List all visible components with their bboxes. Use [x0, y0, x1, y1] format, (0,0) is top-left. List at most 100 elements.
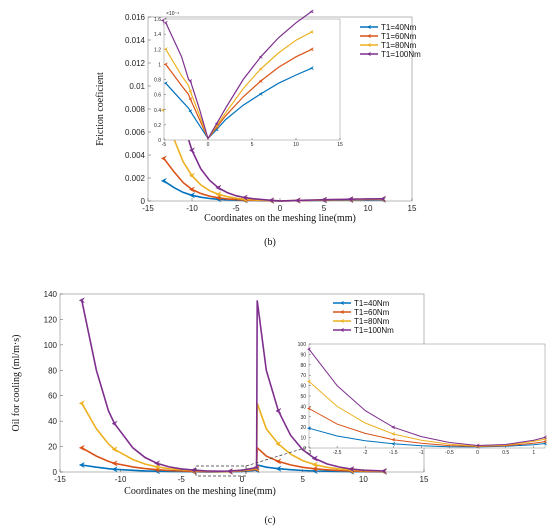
chart-b-inset-xtick-label-4: 15 — [337, 142, 343, 148]
chart-c-inset-ytick-label-9: 90 — [300, 352, 306, 358]
chart-c-xtick-label-0: -15 — [54, 475, 66, 484]
chart-b-inset-point-0-3 — [188, 109, 193, 114]
chart-b-point-3-12 — [268, 197, 274, 204]
chart-b-xtick-label-1: -10 — [186, 204, 198, 213]
chart-b-point-3-15 — [294, 197, 301, 204]
chart-c-xtick-label-1: -10 — [115, 475, 127, 484]
chart-b-ytick-label-6: 0.012 — [125, 59, 146, 68]
chart-c-ytick-label-5: 100 — [44, 341, 58, 350]
chart-b-inset-point-2-0 — [163, 47, 168, 52]
chart-c-point-3-21 — [311, 455, 318, 462]
chart-c-inset-point-2-0 — [306, 379, 311, 384]
chart-c-zoom-connector — [245, 446, 309, 467]
chart-c-point-3-15 — [253, 464, 260, 471]
chart-c-xtick-label-6: 15 — [420, 475, 429, 484]
chart-b-point-1-0 — [160, 155, 167, 162]
chart-b-inset-xtick-label-2: 5 — [251, 142, 254, 148]
chart-c-point-3-12 — [226, 468, 233, 474]
chart-b-point-3-21 — [347, 196, 354, 202]
chart-b-xtick-label-2: -5 — [232, 204, 240, 213]
chart-c-inset-xtick-label-0: -3 — [307, 450, 312, 456]
chart-b-ytick-label-2: 0.004 — [125, 151, 146, 160]
chart-c-ytick-label-3: 60 — [48, 392, 57, 401]
chart-b-ytick-label-5: 0.01 — [129, 82, 145, 91]
chart-c-inset-point-1-9 — [542, 439, 547, 444]
chart-b-xlabel: Coordinates on the meshing line(mm) — [204, 213, 356, 224]
chart-b-legend-label-1: T1=60Nm — [381, 32, 417, 41]
chart-c-point-1-3 — [111, 460, 118, 467]
chart-c-inset-xtick-label-7: 0.5 — [502, 450, 509, 456]
chart-c-inset-series-line-3 — [308, 348, 546, 447]
chart-c-point-3-26 — [380, 468, 387, 474]
chart-b-inset-ytick-label-4: 0.8 — [154, 78, 161, 84]
chart-c-legend-label-2: T1=80Nm — [354, 317, 390, 326]
chart-c-legend-marker-0 — [339, 300, 345, 306]
chart-b-inset-point-3-9 — [258, 55, 263, 59]
chart-c-legend-marker-2 — [339, 318, 345, 324]
chart-b-legend-marker-2 — [366, 42, 372, 48]
chart-c-inset-series-line-1 — [308, 408, 546, 448]
chart-b-point-3-6 — [215, 184, 222, 191]
chart-b-caption: (b) — [264, 237, 276, 248]
chart-c-xtick-label-2: -5 — [178, 475, 186, 484]
chart-b-legend-marker-1 — [366, 33, 372, 39]
chart-c-inset-xtick-label-4: -1 — [419, 450, 424, 456]
chart-b-inset-xtick-label-1: 0 — [207, 142, 210, 148]
chart-c-ytick-label-6: 120 — [44, 315, 58, 324]
chart-c-point-3-3 — [111, 420, 118, 427]
chart-b-inset-xtick-label-3: 10 — [293, 142, 299, 148]
chart-b-inset-point-3-0 — [163, 21, 168, 25]
chart-c-legend-label-1: T1=60Nm — [354, 308, 390, 317]
chart-c-inset-ytick-label-5: 50 — [300, 394, 306, 400]
chart-b-inset-point-3-12 — [309, 9, 314, 14]
chart-b-inset-point-2-3 — [188, 89, 193, 94]
chart-c-point-0-0 — [78, 462, 85, 468]
chart-c-inset-point-3-6 — [475, 443, 480, 448]
chart-b-inset-ytick-label-5: 1 — [158, 62, 161, 68]
chart-c-inset-point-1-3 — [391, 437, 396, 442]
chart-c-point-3-18 — [275, 408, 282, 414]
chart-b-point-0-3 — [188, 192, 195, 199]
chart-b-xtick-label-6: 15 — [408, 204, 417, 213]
chart-b-inset-ytick-label-0: 0 — [158, 138, 161, 144]
chart-b-inset-point-0-0 — [163, 81, 168, 86]
chart-c-inset-xtick-label-5: -0.5 — [445, 450, 454, 456]
chart-c-point-2-3 — [111, 446, 118, 453]
chart-c-inset-frame — [308, 343, 546, 449]
chart-b-point-3-3 — [188, 147, 195, 154]
chart-c-xlabel: Coordinates on the meshing line(mm) — [124, 486, 276, 497]
chart-c-inset-xtick-label-1: -2.5 — [333, 450, 342, 456]
chart-c-point-3-9 — [190, 467, 197, 473]
chart-b-ylabel: Friction coeficient — [95, 72, 106, 146]
chart-b-inset-ytick-label-6: 1.2 — [154, 47, 161, 53]
chart-c-xtick-label-5: 10 — [359, 475, 368, 484]
chart-c-inset-ytick-label-1: 10 — [300, 436, 306, 442]
chart-c-ytick-label-0: 0 — [53, 468, 58, 477]
chart-c-caption: (c) — [264, 515, 275, 526]
chart-b-inset-ytick-label-8: 1.6 — [154, 17, 161, 23]
chart-c-point-2-18 — [275, 441, 282, 447]
chart-c-point-2-21 — [311, 461, 318, 468]
chart-b: -15 -10 -5 0 5 10 15 00.0020.0040.0060.0080.01… — [95, 9, 421, 248]
chart-c-zoom-box — [195, 465, 247, 477]
chart-c-point-0-3 — [111, 466, 118, 473]
chart-c-point-1-21 — [311, 466, 318, 472]
chart-b-point-3-24 — [379, 196, 386, 202]
chart-b-inset-point-3-3 — [188, 79, 193, 83]
chart-c-ylabel: Oil for cooling (ml/m·s) — [11, 335, 22, 432]
chart-c-inset-point-3-9 — [542, 435, 547, 440]
chart-c-point-3-0 — [78, 297, 85, 304]
chart-b-inset-point-1-3 — [188, 97, 193, 101]
chart-c-point-3-6 — [154, 460, 160, 467]
chart-b-ytick-label-0: 0 — [141, 197, 146, 206]
chart-b-point-1-3 — [188, 186, 195, 193]
chart-c-legend-label-3: T1=100Nm — [354, 326, 394, 335]
chart-c-inset-ytick-label-7: 70 — [300, 373, 306, 379]
chart-c-inset-point-3-0 — [306, 347, 311, 351]
chart-c-inset-point-3-3 — [391, 425, 396, 429]
chart-c-inset-ytick-label-3: 30 — [300, 415, 306, 421]
chart-c-inset-ytick-label-10: 100 — [298, 342, 307, 348]
chart-c-xtick-label-4: 5 — [300, 475, 305, 484]
